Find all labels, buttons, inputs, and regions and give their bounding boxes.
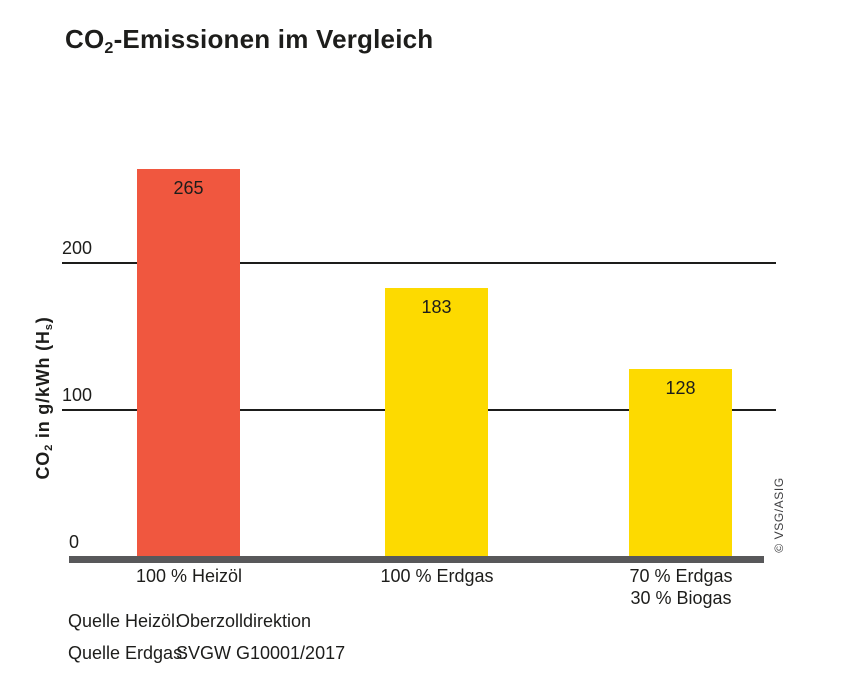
chart-title-pre: CO	[65, 24, 105, 54]
y-tick-100: 100	[62, 385, 93, 405]
x-label-erdgas-biogas: 70 % Erdgas 30 % Biogas	[576, 565, 786, 609]
chart-title: CO2-Emissionen im Vergleich	[65, 24, 434, 57]
y-axis-label-part: in g/kWh (H	[33, 330, 53, 444]
y-axis-label-subscript: 2	[43, 443, 56, 451]
source-erdgas: Quelle Erdgas:SVGW G10001/2017	[68, 643, 345, 664]
bar-value-label-erdgas-biogas: 128	[665, 378, 696, 398]
chart-title-rest: -Emissionen im Vergleich	[113, 24, 434, 54]
bar-erdgas: 183	[385, 288, 488, 556]
bar-value-label-heizoel: 265	[173, 178, 204, 198]
bar-value-label-erdgas: 183	[421, 297, 452, 317]
y-tick-200: 200	[62, 238, 93, 258]
y-axis-label: CO2 in g/kWh (Hs)	[33, 278, 55, 518]
bar-heizoel: 265	[137, 169, 240, 556]
x-label-line: 100 % Heizöl	[135, 566, 243, 586]
source-erdgas-label: Quelle Erdgas:	[68, 643, 188, 663]
y-tick-0: 0	[69, 532, 80, 552]
chart-title-subscript: 2	[104, 38, 114, 57]
x-label-line: 70 % Erdgas	[629, 566, 733, 586]
x-axis-baseline	[69, 556, 764, 563]
source-heizoel: Quelle Heizöl:Oberzolldirektion	[68, 611, 311, 632]
source-heizoel-label: Quelle Heizöl:	[68, 611, 181, 631]
bar-erdgas-biogas: 128	[629, 369, 732, 556]
x-label-line: 30 % Biogas	[630, 588, 732, 608]
source-heizoel-value: Oberzolldirektion	[176, 611, 312, 631]
copyright-note: © VSG/ASIG	[772, 477, 786, 553]
y-axis-label-part: CO	[33, 450, 53, 480]
source-erdgas-value: SVGW G10001/2017	[176, 643, 346, 663]
gridline-200	[62, 262, 776, 264]
x-label-erdgas: 100 % Erdgas	[332, 565, 542, 587]
x-label-heizoel: 100 % Heizöl	[84, 565, 294, 587]
x-label-line: 100 % Erdgas	[380, 566, 494, 586]
y-axis-label-subscript: s	[43, 323, 56, 331]
